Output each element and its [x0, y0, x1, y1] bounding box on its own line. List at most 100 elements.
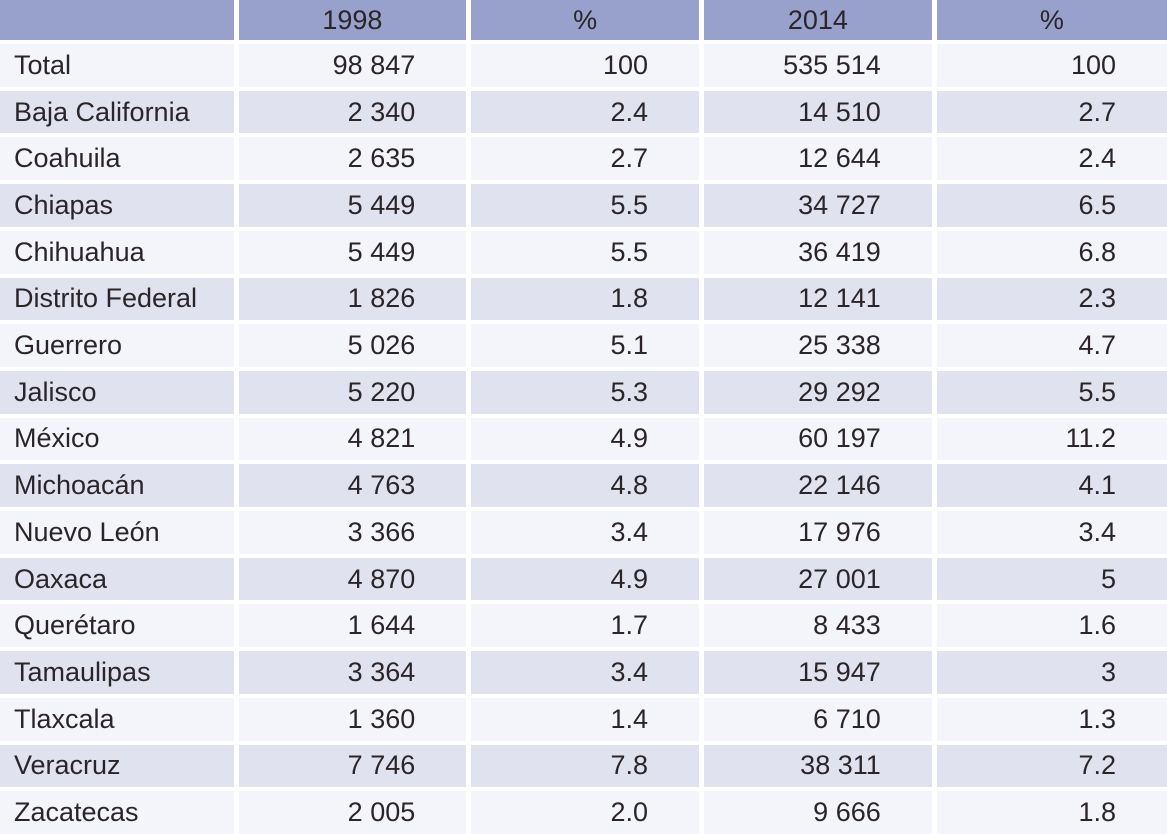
- value-cell: 535 514: [701, 42, 937, 91]
- table-row: Total 98 847 100 535 514 100: [0, 42, 1167, 91]
- header-cell-1998: 1998: [236, 0, 472, 44]
- row-label-cell: Zacatecas: [0, 789, 239, 834]
- table-row: Veracruz 7 746 7.8 38 311 7.2: [0, 742, 1167, 792]
- value-cell: 4 870: [236, 555, 472, 605]
- row-label-cell: Veracruz: [0, 742, 239, 792]
- value-cell: 27 001: [701, 555, 937, 605]
- table-row: Jalisco 5 220 5.3 29 292 5.5: [0, 368, 1167, 418]
- table-body: Total 98 847 100 535 514 100 Baja California 2…: [0, 42, 1167, 834]
- value-cell: 2 340: [236, 88, 472, 138]
- value-cell: 5 449: [236, 182, 472, 231]
- value-cell: 2 635: [236, 135, 472, 185]
- value-cell: 4.8: [468, 462, 704, 512]
- table-row: Oaxaca 4 870 4.9 27 001 5: [0, 555, 1167, 605]
- value-cell: 2.4: [468, 88, 704, 138]
- row-label-cell: Nuevo León: [0, 509, 239, 558]
- value-cell: 4.7: [934, 322, 1167, 371]
- row-label-cell: Tamaulipas: [0, 649, 239, 698]
- value-cell: 34 727: [701, 182, 937, 231]
- value-cell: 5.5: [934, 368, 1167, 418]
- value-cell: 1 826: [236, 275, 472, 325]
- row-label-cell: Querétaro: [0, 602, 239, 652]
- row-label-cell: Michoacán: [0, 462, 239, 512]
- table-row: Guerrero 5 026 5.1 25 338 4.7: [0, 322, 1167, 371]
- value-cell: 4.9: [468, 555, 704, 605]
- row-label-cell: Tlaxcala: [0, 695, 239, 745]
- header-cell-pct-2014: %: [934, 0, 1167, 44]
- row-label-cell: Jalisco: [0, 368, 239, 418]
- value-cell: 2 005: [236, 789, 472, 834]
- value-cell: 5.1: [468, 322, 704, 371]
- value-cell: 7 746: [236, 742, 472, 792]
- value-cell: 6 710: [701, 695, 937, 745]
- value-cell: 29 292: [701, 368, 937, 418]
- value-cell: 5.3: [468, 368, 704, 418]
- value-cell: 1.4: [468, 695, 704, 745]
- value-cell: 5: [934, 555, 1167, 605]
- value-cell: 36 419: [701, 228, 937, 278]
- row-label-cell: Total: [0, 42, 239, 91]
- value-cell: 3.4: [468, 509, 704, 558]
- row-label-cell: Coahuila: [0, 135, 239, 185]
- value-cell: 2.4: [934, 135, 1167, 185]
- value-cell: 25 338: [701, 322, 937, 371]
- value-cell: 100: [934, 42, 1167, 91]
- row-label-cell: Distrito Federal: [0, 275, 239, 325]
- value-cell: 12 644: [701, 135, 937, 185]
- value-cell: 5 026: [236, 322, 472, 371]
- value-cell: 1 360: [236, 695, 472, 745]
- value-cell: 17 976: [701, 509, 937, 558]
- table-row: Baja California 2 340 2.4 14 510 2.7: [0, 88, 1167, 138]
- table-row: Chiapas 5 449 5.5 34 727 6.5: [0, 182, 1167, 231]
- row-label-cell: Baja California: [0, 88, 239, 138]
- value-cell: 7.2: [934, 742, 1167, 792]
- header-cell-pct-1998: %: [468, 0, 704, 44]
- value-cell: 5.5: [468, 228, 704, 278]
- value-cell: 6.5: [934, 182, 1167, 231]
- table-row: Chihuahua 5 449 5.5 36 419 6.8: [0, 228, 1167, 278]
- header-row: 1998 % 2014 %: [0, 0, 1167, 44]
- value-cell: 3.4: [934, 509, 1167, 558]
- value-cell: 9 666: [701, 789, 937, 834]
- table-row: Michoacán 4 763 4.8 22 146 4.1: [0, 462, 1167, 512]
- value-cell: 2.7: [934, 88, 1167, 138]
- value-cell: 1.3: [934, 695, 1167, 745]
- row-label-cell: México: [0, 415, 239, 465]
- row-label-cell: Chihuahua: [0, 228, 239, 278]
- value-cell: 5.5: [468, 182, 704, 231]
- header-cell-2014: 2014: [701, 0, 937, 44]
- value-cell: 8 433: [701, 602, 937, 652]
- table-row: Distrito Federal 1 826 1.8 12 141 2.3: [0, 275, 1167, 325]
- value-cell: 14 510: [701, 88, 937, 138]
- value-cell: 98 847: [236, 42, 472, 91]
- header-cell-blank: [0, 0, 239, 44]
- table-row: Tamaulipas 3 364 3.4 15 947 3: [0, 649, 1167, 698]
- value-cell: 12 141: [701, 275, 937, 325]
- row-label-cell: Oaxaca: [0, 555, 239, 605]
- value-cell: 3: [934, 649, 1167, 698]
- value-cell: 1.8: [468, 275, 704, 325]
- value-cell: 60 197: [701, 415, 937, 465]
- row-label-cell: Guerrero: [0, 322, 239, 371]
- value-cell: 4 763: [236, 462, 472, 512]
- table-row: Zacatecas 2 005 2.0 9 666 1.8: [0, 789, 1167, 834]
- value-cell: 4.1: [934, 462, 1167, 512]
- value-cell: 38 311: [701, 742, 937, 792]
- table-row: Tlaxcala 1 360 1.4 6 710 1.3: [0, 695, 1167, 745]
- value-cell: 4.9: [468, 415, 704, 465]
- value-cell: 3 364: [236, 649, 472, 698]
- value-cell: 6.8: [934, 228, 1167, 278]
- table-header: 1998 % 2014 %: [0, 0, 1167, 44]
- value-cell: 1.6: [934, 602, 1167, 652]
- value-cell: 1.7: [468, 602, 704, 652]
- table-row: Coahuila 2 635 2.7 12 644 2.4: [0, 135, 1167, 185]
- value-cell: 2.7: [468, 135, 704, 185]
- value-cell: 3 366: [236, 509, 472, 558]
- value-cell: 2.0: [468, 789, 704, 834]
- value-cell: 15 947: [701, 649, 937, 698]
- value-cell: 2.3: [934, 275, 1167, 325]
- value-cell: 7.8: [468, 742, 704, 792]
- value-cell: 5 449: [236, 228, 472, 278]
